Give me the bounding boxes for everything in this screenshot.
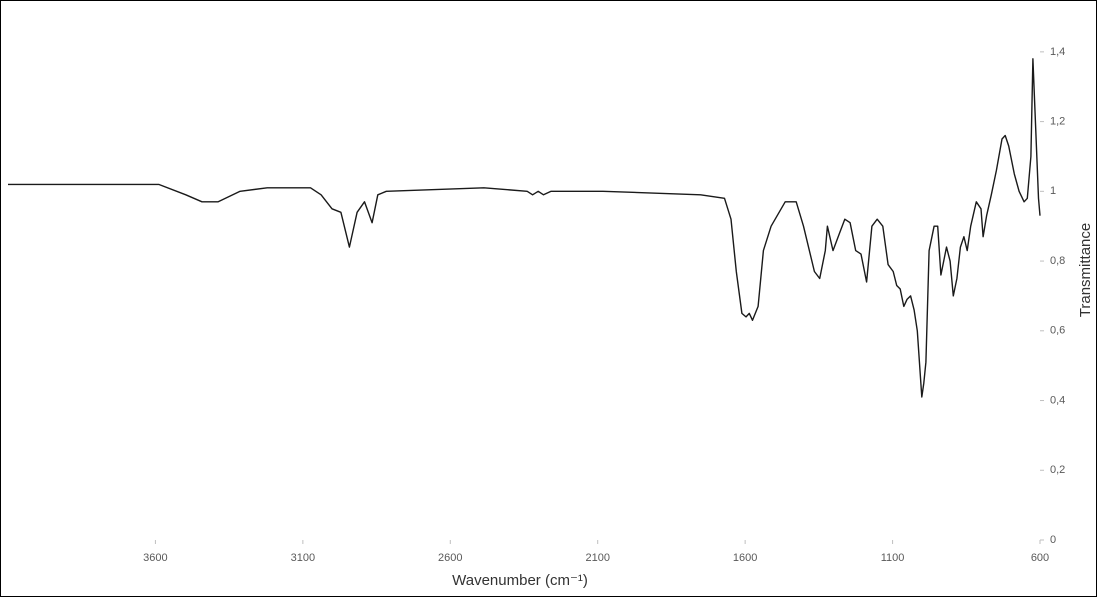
x-tick-label: 3100 bbox=[291, 552, 315, 564]
y-tick-label: 0 bbox=[1050, 534, 1056, 546]
y-tick-label: 0,4 bbox=[1050, 394, 1065, 406]
x-tick-label: 1600 bbox=[733, 552, 757, 564]
y-tick-label: 1,2 bbox=[1050, 116, 1065, 128]
x-tick-label: 3600 bbox=[143, 552, 167, 564]
y-tick-label: 0,6 bbox=[1050, 325, 1065, 337]
x-tick-label: 1100 bbox=[881, 552, 905, 564]
y-axis-title: Transmittance bbox=[1077, 223, 1094, 317]
x-tick-label: 2100 bbox=[585, 552, 609, 564]
x-tick-label: 2600 bbox=[438, 552, 462, 564]
x-tick-label: 600 bbox=[1031, 552, 1049, 564]
y-tick-label: 0,2 bbox=[1050, 464, 1065, 476]
spectrum-line bbox=[8, 58, 1041, 398]
y-tick-label: 0,8 bbox=[1050, 255, 1065, 267]
y-tick-label: 1 bbox=[1050, 185, 1056, 197]
y-tick-label: 1,4 bbox=[1050, 46, 1065, 58]
x-axis-title: Wavenumber (cm⁻¹) bbox=[452, 572, 588, 589]
